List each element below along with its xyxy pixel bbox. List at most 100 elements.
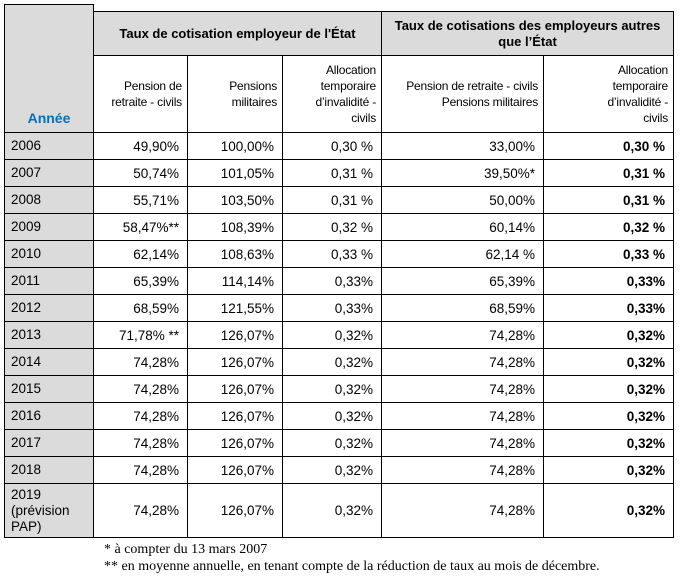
rate-cell: 74,28% bbox=[93, 429, 188, 457]
table-row: 2010 62,14% 108,63% 0,33 % 62,14 % 0,33 % bbox=[4, 240, 675, 268]
table-row: 2017 74,28% 126,07% 0,32% 74,28% 0,32% bbox=[4, 429, 675, 457]
rate-cell: 74,28% bbox=[381, 375, 545, 403]
rate-cell: 74,28% bbox=[381, 483, 545, 538]
rate-cell: 0,33 % bbox=[543, 240, 675, 268]
table-row: 2007 50,74% 101,05% 0,31 % 39,50%* 0,31 % bbox=[4, 159, 675, 187]
rate-cell: 0,33% bbox=[543, 267, 675, 295]
row-year-label: 2007 bbox=[4, 159, 94, 187]
row-year-label: 2014 bbox=[4, 348, 94, 376]
rate-cell: 50,00% bbox=[381, 186, 545, 214]
group-header-state-employer: Taux de cotisation employeur de l'État bbox=[92, 11, 383, 56]
rate-cell: 65,39% bbox=[93, 267, 188, 295]
rate-cell: 74,28% bbox=[93, 483, 188, 538]
rate-cell: 0,33% bbox=[543, 294, 675, 322]
rate-cell: 0,32% bbox=[281, 402, 383, 430]
rate-cell: 0,32% bbox=[281, 429, 383, 457]
table-row: 2012 68,59% 121,55% 0,33% 68,59% 0,33% bbox=[4, 294, 675, 322]
row-year-label: 2010 bbox=[4, 240, 94, 268]
rate-cell: 49,90% bbox=[93, 132, 188, 160]
row-year-label: 2006 bbox=[4, 132, 94, 160]
row-year-label: 2012 bbox=[4, 294, 94, 322]
rate-cell: 0,32% bbox=[543, 456, 675, 484]
rate-cell: 0,33 % bbox=[281, 240, 383, 268]
rate-cell: 0,31 % bbox=[281, 159, 383, 187]
rate-cell: 126,07% bbox=[187, 348, 283, 376]
sub-header-pension-civils: Pension de retraite - civils bbox=[93, 55, 188, 133]
sub-header-pensions-militaires: Pensions militaires bbox=[187, 55, 283, 133]
rate-cell: 0,32 % bbox=[281, 213, 383, 241]
group-header-other-employers: Taux de cotisations des employeurs autre… bbox=[381, 11, 675, 56]
year-column-header: Année bbox=[4, 11, 94, 133]
rate-cell: 74,28% bbox=[381, 402, 545, 430]
row-year-label: 2013 bbox=[4, 321, 94, 349]
rate-cell: 55,71% bbox=[93, 186, 188, 214]
rate-cell: 71,78% ** bbox=[93, 321, 188, 349]
row-year-label: 2011 bbox=[4, 267, 94, 295]
rate-cell: 0,31 % bbox=[281, 186, 383, 214]
table-row: 2011 65,39% 114,14% 0,33% 65,39% 0,33% bbox=[4, 267, 675, 295]
table-row: 2009 58,47%** 108,39% 0,32 % 60,14% 0,32 % bbox=[4, 213, 675, 241]
table-row: 2015 74,28% 126,07% 0,32% 74,28% 0,32% bbox=[4, 375, 675, 403]
rate-cell: 33,00% bbox=[381, 132, 545, 160]
rate-cell: 0,32% bbox=[281, 375, 383, 403]
rate-cell: 0,32% bbox=[543, 375, 675, 403]
rate-cell: 0,32% bbox=[543, 483, 675, 538]
table-row: 2008 55,71% 103,50% 0,31 % 50,00% 0,31 % bbox=[4, 186, 675, 214]
sub-header-row: Pension de retraite - civils Pensions mi… bbox=[5, 55, 675, 133]
table-row: 2006 49,90% 100,00% 0,30 % 33,00% 0,30 % bbox=[4, 132, 675, 160]
row-year-label: 2008 bbox=[4, 186, 94, 214]
rate-cell: 74,28% bbox=[93, 348, 188, 376]
rate-cell: 74,28% bbox=[381, 456, 545, 484]
rate-cell: 60,14% bbox=[381, 213, 545, 241]
row-year-label: 2009 bbox=[4, 213, 94, 241]
rate-cell: 0,32% bbox=[281, 348, 383, 376]
rate-cell: 0,33% bbox=[281, 294, 383, 322]
rate-cell: 0,32% bbox=[281, 483, 383, 538]
rate-cell: 126,07% bbox=[187, 402, 283, 430]
rate-cell: 101,05% bbox=[187, 159, 283, 187]
table-row: 2019 (prévision PAP) 74,28% 126,07% 0,32% 74… bbox=[4, 483, 675, 538]
rate-cell: 0,32 % bbox=[543, 213, 675, 241]
sub-header-allocation-invalidite: Allocation temporaire d’invalidité - civ… bbox=[281, 55, 383, 133]
rate-cell: 121,55% bbox=[187, 294, 283, 322]
rate-cell: 0,33% bbox=[281, 267, 383, 295]
footnote-1: * à compter du 13 mars 2007 bbox=[104, 542, 268, 557]
rate-cell: 126,07% bbox=[187, 429, 283, 457]
table-body: 2006 49,90% 100,00% 0,30 % 33,00% 0,30 % 2007 5… bbox=[4, 132, 675, 538]
rate-cell: 74,28% bbox=[381, 348, 545, 376]
rate-cell: 126,07% bbox=[187, 375, 283, 403]
rate-cell: 0,30 % bbox=[281, 132, 383, 160]
rate-cell: 68,59% bbox=[93, 294, 188, 322]
row-year-label: 2016 bbox=[4, 402, 94, 430]
sub-header-pension-civils-militaires: Pension de retraite - civils Pensions mi… bbox=[381, 55, 545, 133]
rate-cell: 0,32% bbox=[543, 348, 675, 376]
rate-cell: 108,39% bbox=[187, 213, 283, 241]
row-year-label: 2015 bbox=[4, 375, 94, 403]
rate-cell: 114,14% bbox=[187, 267, 283, 295]
rate-cell: 74,28% bbox=[93, 375, 188, 403]
rate-cell: 74,28% bbox=[381, 321, 545, 349]
year-column-header-cap bbox=[4, 4, 94, 12]
rate-cell: 0,32% bbox=[281, 321, 383, 349]
rate-cell: 108,63% bbox=[187, 240, 283, 268]
sub-header-allocation-invalidite-2: Allocation temporaire d’invalidité - civ… bbox=[543, 55, 675, 133]
rate-cell: 74,28% bbox=[93, 456, 188, 484]
rate-cell: 65,39% bbox=[381, 267, 545, 295]
contribution-rates-table: Année Taux de cotisation employeur de l'… bbox=[4, 11, 675, 538]
table-row: 2014 74,28% 126,07% 0,32% 74,28% 0,32% bbox=[4, 348, 675, 376]
rate-cell: 62,14 % bbox=[381, 240, 545, 268]
rate-cell: 68,59% bbox=[381, 294, 545, 322]
group-header-row: Année Taux de cotisation employeur de l'… bbox=[4, 11, 675, 133]
rate-cell: 74,28% bbox=[93, 402, 188, 430]
row-year-label: 2018 bbox=[4, 456, 94, 484]
rate-cell: 50,74% bbox=[93, 159, 188, 187]
table-row: 2013 71,78% ** 126,07% 0,32% 74,28% 0,32% bbox=[4, 321, 675, 349]
footnotes: * à compter du 13 mars 2007 ** en moyenn… bbox=[104, 541, 600, 575]
table-row: 2016 74,28% 126,07% 0,32% 74,28% 0,32% bbox=[4, 402, 675, 430]
rate-cell: 0,32% bbox=[543, 402, 675, 430]
footnote-2: ** en moyenne annuelle, en tenant compte… bbox=[104, 559, 600, 574]
table-row: 2018 74,28% 126,07% 0,32% 74,28% 0,32% bbox=[4, 456, 675, 484]
row-year-label: 2019 (prévision PAP) bbox=[4, 483, 94, 538]
rate-cell: 0,30 % bbox=[543, 132, 675, 160]
